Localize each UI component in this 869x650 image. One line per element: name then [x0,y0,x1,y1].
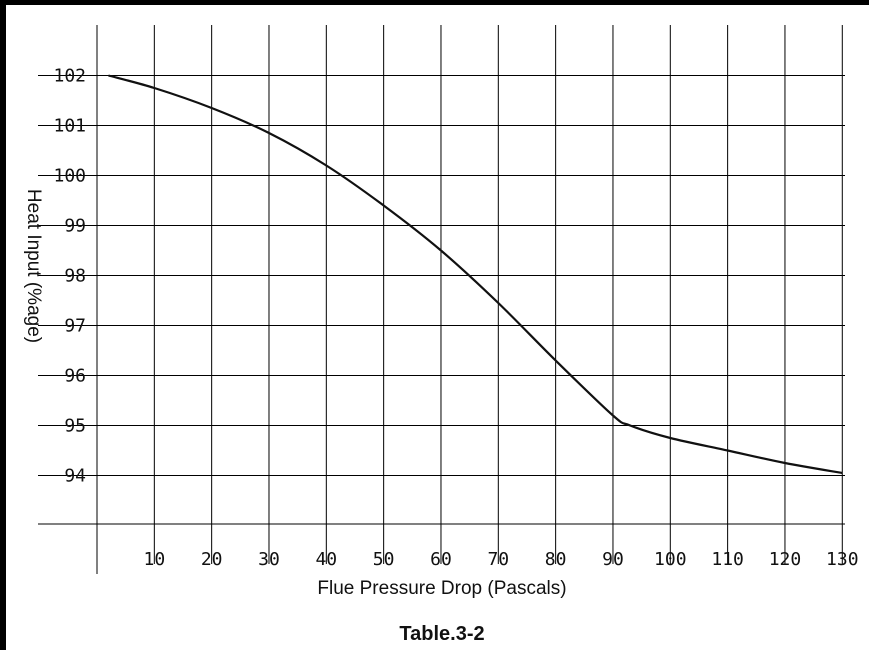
grid [38,25,845,574]
heat-input-curve [108,74,843,475]
x-tick-label: 10 [143,549,165,570]
x-tick-label: 40 [315,549,337,570]
x-tick-label: 90 [602,549,624,570]
y-tick-label: 95 [64,416,86,437]
x-tick-label: 110 [711,549,744,570]
y-tick-label: 94 [64,466,86,487]
x-tick-label: 30 [258,549,280,570]
y-tick-label: 102 [53,66,86,87]
frame-left-border [0,0,6,650]
chart-caption: Table.3-2 [399,623,484,645]
x-tick-label: 20 [201,549,223,570]
x-tick-label: 60 [430,549,452,570]
x-tick-label: 80 [545,549,567,570]
frame-top-border [0,0,869,5]
x-tick-label: 130 [826,549,859,570]
y-tick-label: 100 [53,166,86,187]
x-tick-label: 100 [654,549,687,570]
y-axis-title: Heat Input (%age) [23,189,44,343]
y-tick-label: 96 [64,366,86,387]
y-tick-label: 98 [64,266,86,287]
y-tick-label: 101 [53,116,86,137]
x-tick-label: 70 [487,549,509,570]
tick-labels: 10 20 30 40 50 60 70 80 90 100 110 120 130 102 101 100 9… [53,66,858,571]
y-tick-label: 97 [64,316,86,337]
x-axis-title: Flue Pressure Drop (Pascals) [317,578,566,599]
x-tick-label: 50 [373,549,395,570]
x-tick-label: 120 [769,549,802,570]
series [108,74,843,475]
y-tick-label: 99 [64,216,86,237]
